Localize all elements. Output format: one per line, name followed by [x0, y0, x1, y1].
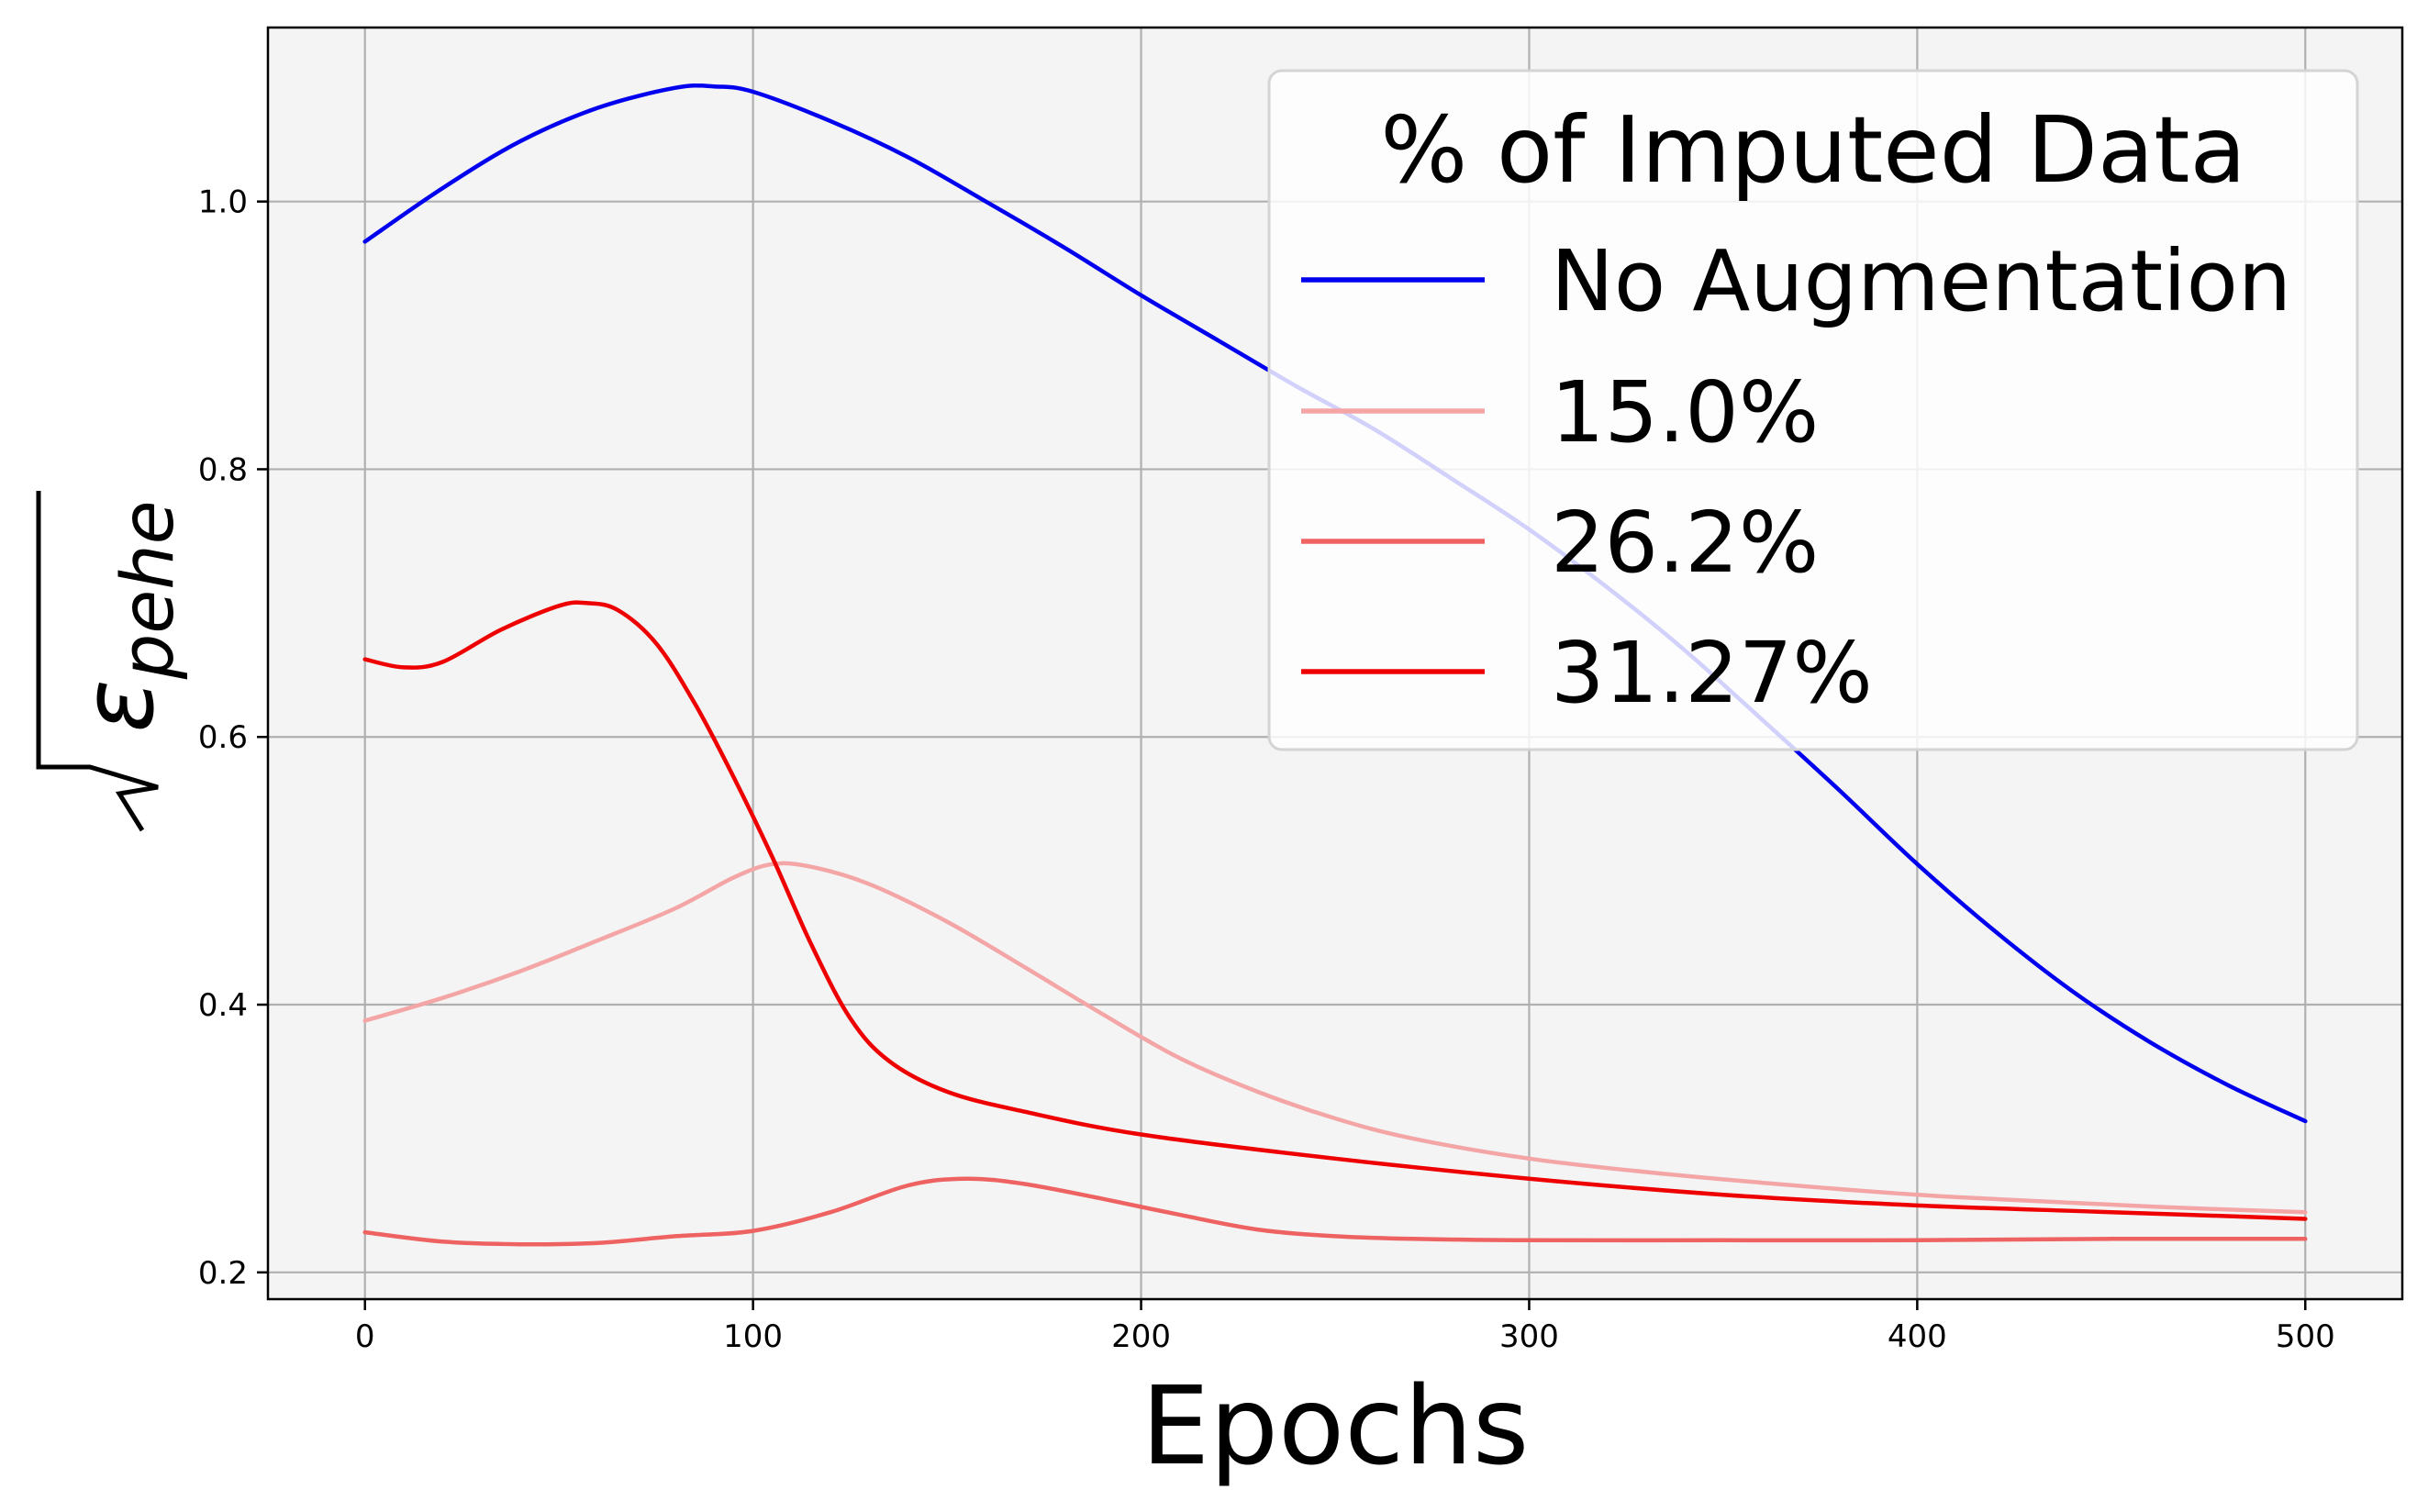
plot-frame: [266, 26, 2404, 1301]
sqrt-symbol: [36, 491, 159, 832]
y-tick-label: 0.2: [198, 1255, 248, 1292]
x-tick-label: 500: [2276, 1318, 2335, 1355]
legend-title: % of Imputed Data: [1380, 96, 2246, 204]
y-axis-label-text: εpehe: [61, 500, 190, 732]
x-tick-label: 100: [723, 1318, 783, 1355]
x-tick-label: 400: [1888, 1318, 1947, 1355]
legend-label: 26.2%: [1551, 494, 1819, 592]
y-axis-label-subscript: pehe: [107, 500, 190, 680]
y-tick-label: 0.4: [198, 987, 248, 1024]
y-axis-label: εpehe: [36, 491, 190, 832]
legend-label: 31.27%: [1551, 624, 1873, 722]
x-tick-label: 300: [1499, 1318, 1559, 1355]
y-axis-label-symbol: ε: [61, 679, 176, 732]
series-line: [362, 1176, 2308, 1247]
series-line: [362, 861, 2308, 1215]
legend-label: 15.0%: [1551, 363, 1819, 461]
x-tick-label: 200: [1111, 1318, 1171, 1355]
y-tick-label: 0.8: [198, 451, 248, 488]
legend-box: [1267, 69, 2359, 751]
y-tick-label: 0.6: [198, 719, 248, 756]
legend: % of Imputed Data No Augmentation 15.0% 26…: [1267, 69, 2359, 751]
series-line: [362, 600, 2308, 1221]
x-axis-label: Epochs: [1142, 1362, 1530, 1489]
legend-label: No Augmentation: [1551, 232, 2291, 330]
x-tick-label: 0: [355, 1318, 375, 1355]
ticks: 0 100 200 300 400 500 0.2 0.4 0.6 0.8 1.0: [198, 184, 2335, 1355]
y-tick-label: 1.0: [198, 184, 248, 221]
legend-items: No Augmentation 15.0% 26.2% 31.27%: [1301, 232, 2291, 722]
